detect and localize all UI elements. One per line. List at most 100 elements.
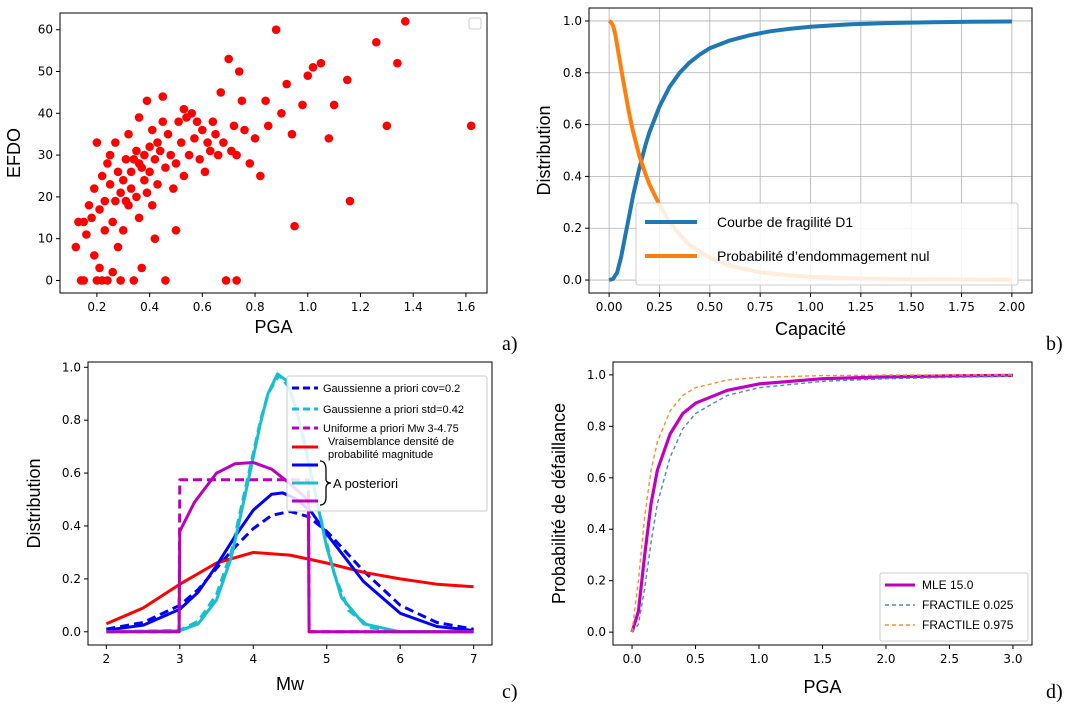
plot-area [630, 373, 1014, 633]
data-point [250, 134, 260, 143]
x-tick-label: 0.2 [87, 300, 106, 314]
y-tick-label: 0.0 [587, 625, 606, 639]
data-point [111, 138, 120, 147]
data-point [124, 200, 133, 210]
series-line-0 [630, 373, 1014, 633]
data-point [147, 200, 157, 210]
data-point [82, 230, 91, 239]
data-point [87, 213, 96, 223]
x-tick-label: 5 [323, 652, 331, 666]
y-tick-label: 0.8 [587, 419, 606, 433]
data-point [150, 234, 160, 243]
y-axis-label: Distribution [534, 105, 554, 195]
data-point [163, 129, 173, 139]
y-tick-label: 0.8 [62, 413, 81, 427]
data-point [345, 196, 355, 206]
x-tick-label: 1.50 [898, 300, 925, 314]
data-point [113, 242, 123, 252]
series-line-2 [631, 374, 1013, 633]
x-axis-label: PGA [803, 677, 841, 697]
data-point [95, 205, 104, 214]
y-axis-label: Distribution [24, 458, 44, 548]
x-tick-label: 0.8 [246, 300, 265, 314]
data-point [329, 100, 339, 110]
legend-box [286, 375, 488, 512]
data-point [216, 88, 226, 97]
axes-frame [59, 12, 488, 294]
data-point [171, 159, 181, 168]
series-line-0 [608, 19, 1012, 282]
data-point [121, 154, 131, 164]
data-point [237, 96, 247, 106]
panel-b: 0.00 0.25 0.50 0.75 1.00 1.25 1.50 1.75 2.00 0.0 0… [534, 7, 1063, 355]
x-tick-label: 1.0 [298, 300, 317, 314]
data-point [145, 167, 154, 177]
data-point [79, 217, 89, 227]
legend-label: Probabilité d’endommagement nul [717, 248, 929, 264]
y-tick-label: 0.2 [563, 221, 582, 235]
x-tick-label: 1.25 [847, 300, 874, 314]
data-point [382, 121, 392, 131]
data-point [195, 154, 204, 164]
legend-box [635, 202, 1019, 286]
data-point [108, 267, 118, 277]
data-point [161, 163, 170, 172]
data-point [158, 92, 168, 101]
data-point [277, 108, 286, 118]
legend-label: Vraisemblance densité de probabilité magn… [328, 436, 454, 461]
data-point [79, 276, 89, 285]
data-point [393, 58, 402, 68]
x-tick-label: 0.6 [193, 300, 212, 314]
y-tick-label: 10 [38, 232, 53, 246]
y-tick-label: 0.4 [587, 522, 606, 536]
data-point [229, 121, 239, 131]
x-tick-label: 0.50 [696, 300, 723, 314]
legend-box [468, 17, 482, 30]
y-tick-label: 0.6 [587, 471, 606, 485]
data-point [134, 213, 144, 223]
data-point [187, 108, 197, 118]
legend-label-line: Vraisemblance densité de [328, 436, 454, 448]
legend-box [879, 572, 1029, 642]
x-tick-label: 1.2 [351, 300, 370, 314]
y-tick-label: 0.6 [563, 118, 582, 132]
data-point [111, 196, 120, 206]
data-point [161, 276, 170, 285]
data-point [118, 175, 128, 185]
y-tick-label: 40 [38, 106, 53, 120]
data-point [316, 58, 326, 68]
x-tick-label: 1.6 [456, 300, 475, 314]
x-tick-label: 3.0 [1003, 652, 1022, 666]
data-point [103, 276, 112, 285]
data-point [147, 125, 157, 135]
data-point [245, 159, 255, 168]
data-point [116, 276, 125, 285]
data-point [124, 129, 133, 139]
data-point [298, 100, 307, 110]
x-axis-label: Mw [276, 674, 305, 694]
data-point [158, 117, 168, 126]
data-point [371, 37, 381, 47]
data-point [153, 180, 162, 189]
data-point [145, 142, 154, 152]
panel-c: 2 3 4 5 6 7 0.0 0.2 0.4 0.6 0.8 1.0 Mw Distribution c)… [24, 360, 518, 703]
axes-frame [87, 361, 493, 646]
x-tick-label: 0.25 [646, 300, 673, 314]
y-tick-label: 1.0 [587, 368, 606, 382]
data-point [176, 138, 186, 147]
legend-label: Courbe de fragilité D1 [717, 214, 853, 230]
data-point [134, 113, 144, 122]
data-point [208, 117, 218, 126]
data-point [211, 129, 220, 139]
x-tick-label: 2.00 [999, 300, 1026, 314]
y-tick-label: 0.8 [563, 66, 582, 80]
data-point [224, 54, 233, 64]
data-point [126, 167, 136, 177]
y-tick-label: 30 [38, 148, 53, 162]
data-point [303, 71, 313, 80]
data-point [129, 276, 139, 285]
y-tick-label: 0.6 [62, 466, 81, 480]
legend-label: Gaussienne a priori cov=0.2 [323, 383, 460, 395]
panel-label: b) [1046, 333, 1063, 355]
data-point [203, 138, 212, 147]
